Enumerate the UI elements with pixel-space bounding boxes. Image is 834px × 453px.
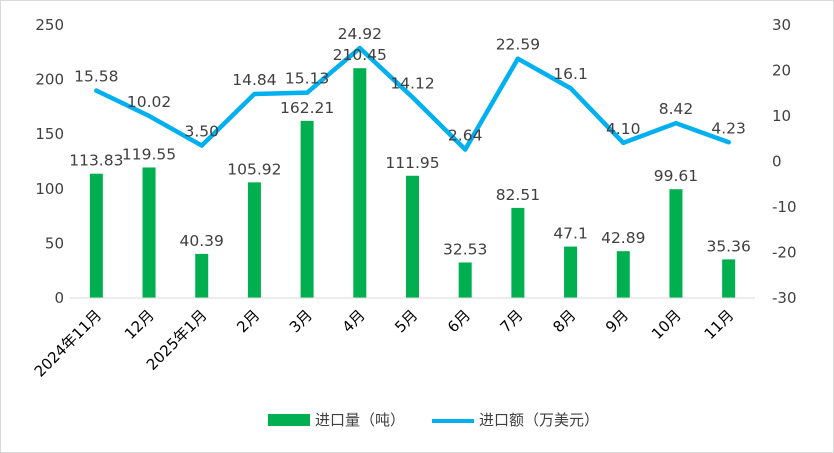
bar	[458, 262, 472, 298]
line-data-label: 14.12	[390, 74, 434, 92]
x-axis-tick-label: 7月	[497, 306, 527, 336]
bar-data-label: 111.95	[385, 154, 439, 172]
line-data-label: 2.64	[448, 126, 483, 144]
right-axis: -30 -20 -10 0 10 20 30	[772, 16, 797, 307]
bar	[616, 251, 630, 298]
right-axis-tick-label: 20	[772, 62, 791, 80]
legend-label-line: 进口额（万美元）	[479, 411, 599, 429]
x-axis-tick-label: 6月	[444, 306, 474, 336]
bar-data-label: 105.92	[227, 160, 281, 178]
legend-label-bar: 进口量（吨）	[315, 411, 405, 429]
bar-data-label: 32.53	[443, 240, 487, 258]
line-point	[568, 86, 573, 91]
bar	[722, 259, 736, 298]
bar-data-label: 42.89	[601, 229, 645, 247]
bar	[669, 189, 683, 298]
bar	[511, 207, 525, 298]
line-data-label: 4.10	[606, 120, 641, 138]
x-axis-tick-label: 8月	[549, 306, 579, 336]
line-data-label: 16.1	[553, 65, 588, 83]
x-axis-tick-label: 9月	[602, 306, 632, 336]
bar-data-label: 99.61	[654, 167, 698, 185]
bar-data-label: 162.21	[280, 99, 334, 117]
line-point	[357, 45, 363, 51]
x-axis-tick-label: 5月	[391, 306, 421, 336]
line-data-label: 3.50	[184, 123, 219, 141]
line-point	[515, 56, 521, 61]
line-data-label: 15.58	[74, 68, 118, 86]
bar	[406, 175, 419, 298]
bar-data-label: 119.55	[122, 145, 176, 163]
line-data-label: 22.59	[496, 36, 540, 54]
x-axis-tick-label: 10月	[648, 306, 685, 343]
bar	[353, 68, 367, 298]
line-point	[94, 88, 99, 93]
left-axis-tick-label: 250	[35, 16, 64, 34]
left-axis: 0 50 100 150 200 250	[35, 16, 64, 307]
line-data-label: 8.42	[659, 100, 694, 118]
bar	[195, 253, 209, 298]
right-axis-tick-label: 0	[772, 153, 782, 171]
line-point	[462, 147, 468, 152]
bar-data-label: 210.45	[333, 46, 387, 64]
left-axis-tick-label: 100	[35, 180, 64, 198]
bar-data-label: 40.39	[180, 232, 224, 250]
line-point	[410, 95, 415, 100]
x-axis-tick-label: 2024年11月	[31, 306, 105, 380]
x-axis-tick-label: 3月	[286, 306, 316, 336]
right-axis-tick-label: 30	[772, 16, 791, 34]
right-axis-tick-label: -30	[772, 289, 797, 307]
line-point	[726, 140, 731, 145]
line-data-labels: 15.58 10.02 3.50 14.84 15.13 24.92 14.12 2.64 22…	[74, 25, 746, 144]
line-point	[304, 90, 310, 95]
bar	[564, 246, 578, 298]
bar	[142, 167, 156, 298]
left-axis-tick-label: 50	[45, 234, 64, 252]
x-axis-tick-label: 2月	[233, 306, 263, 336]
x-axis-tick-label: 12月	[121, 306, 158, 343]
line-point	[673, 120, 679, 126]
line-data-label: 10.02	[127, 93, 171, 111]
bar-data-label: 47.1	[553, 225, 588, 243]
left-axis-tick-label: 0	[54, 289, 64, 307]
line-point	[252, 91, 257, 97]
bar-data-label: 113.83	[69, 152, 123, 170]
bar	[89, 173, 103, 298]
bar-series	[89, 68, 736, 299]
line-point	[199, 143, 204, 148]
bar	[247, 182, 261, 298]
line-point	[621, 140, 626, 146]
right-axis-tick-label: 10	[772, 107, 791, 125]
line-data-label: 14.84	[232, 71, 276, 89]
line-series	[94, 45, 731, 152]
line-data-label: 15.13	[285, 70, 329, 88]
bar-data-label: 35.36	[706, 237, 750, 255]
line-point	[146, 113, 152, 119]
x-axis-tick-label: 4月	[339, 306, 369, 336]
x-axis-tick-label: 11月	[701, 306, 738, 343]
left-axis-tick-label: 200	[35, 71, 64, 89]
legend-swatch-bar	[268, 414, 310, 426]
line-data-label: 4.23	[711, 119, 746, 137]
right-axis-tick-label: -20	[772, 244, 797, 262]
bar-data-label: 82.51	[496, 186, 540, 204]
left-axis-tick-label: 150	[35, 125, 64, 143]
bar	[300, 120, 314, 299]
legend: 进口量（吨） 进口额（万美元）	[268, 411, 599, 429]
right-axis-tick-label: -10	[772, 198, 797, 216]
line-data-label: 24.92	[338, 25, 382, 43]
